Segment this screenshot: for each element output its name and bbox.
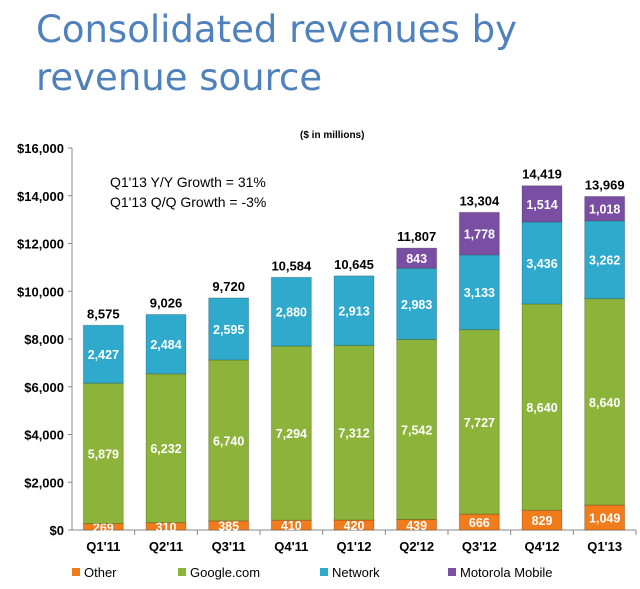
legend-label: Network xyxy=(332,565,380,580)
x-tick-label: Q1'11 xyxy=(86,539,120,554)
bar-motorola-mobile xyxy=(521,185,563,223)
bar-google-com xyxy=(270,345,312,521)
legend-swatch xyxy=(178,568,186,576)
data-label: 843 xyxy=(406,252,427,266)
data-label: 6,232 xyxy=(150,442,181,456)
data-label: 829 xyxy=(532,514,553,528)
data-label: 385 xyxy=(218,519,239,533)
x-tick-label: Q2'11 xyxy=(149,539,183,554)
legend-label: Google.com xyxy=(190,565,260,580)
data-label: 666 xyxy=(469,516,490,530)
data-label: 1,514 xyxy=(526,198,557,212)
y-tick-label: $14,000 xyxy=(17,189,64,204)
bar-motorola-mobile xyxy=(458,211,500,256)
legend-swatch xyxy=(320,568,328,576)
annotation-yoy: Q1'13 Y/Y Growth = 31% xyxy=(110,174,266,190)
data-label: 2,484 xyxy=(150,338,181,352)
data-label: 7,542 xyxy=(401,423,432,437)
data-label: 310 xyxy=(156,520,177,534)
total-label: 11,807 xyxy=(397,229,436,244)
data-label: 2,880 xyxy=(276,306,307,320)
bar-network xyxy=(396,267,438,340)
data-label: 8,640 xyxy=(589,396,620,410)
x-tick-label: Q1'13 xyxy=(587,539,622,554)
bar-network xyxy=(208,297,250,361)
y-tick-label: $4,000 xyxy=(24,428,64,443)
x-tick-label: Q1'12 xyxy=(337,539,372,554)
x-tick-label: Q3'12 xyxy=(462,539,497,554)
data-label: 7,312 xyxy=(338,427,369,441)
y-tick-label: $2,000 xyxy=(24,475,64,490)
y-tick-label: $6,000 xyxy=(24,380,64,395)
x-tick-label: Q4'11 xyxy=(274,539,308,554)
total-label: 14,419 xyxy=(522,167,562,182)
chart-title: Consolidated revenues by revenue source xyxy=(36,8,517,99)
bar-motorola-mobile xyxy=(584,195,626,222)
data-label: 7,294 xyxy=(276,427,307,441)
total-label: 13,304 xyxy=(459,193,500,208)
data-label: 420 xyxy=(344,519,365,533)
data-label: 3,133 xyxy=(464,286,495,300)
data-label: 269 xyxy=(93,521,114,535)
legend-label: Other xyxy=(84,565,117,580)
x-tick-label: Q4'12 xyxy=(525,539,560,554)
data-label: 2,595 xyxy=(213,323,244,337)
bar-motorola-mobile xyxy=(396,247,438,269)
bar-google-com xyxy=(145,373,187,524)
bar-google-com xyxy=(208,359,250,522)
bar-network xyxy=(333,275,375,346)
data-label: 3,262 xyxy=(589,254,620,268)
total-label: 8,575 xyxy=(87,306,120,321)
annotation-qoq: Q1'13 Q/Q Growth = -3% xyxy=(110,194,267,210)
legend-swatch xyxy=(448,568,456,576)
total-label: 10,645 xyxy=(334,257,374,272)
bar-network xyxy=(145,314,187,375)
data-label: 2,983 xyxy=(401,298,432,312)
bar-google-com xyxy=(584,298,626,506)
chart-subtitle: ($ in millions) xyxy=(300,130,365,141)
data-label: 2,913 xyxy=(338,305,369,319)
data-label: 1,018 xyxy=(589,203,620,217)
data-label: 7,727 xyxy=(464,416,495,430)
y-tick-label: $10,000 xyxy=(17,284,64,299)
x-tick-label: Q2'12 xyxy=(399,539,434,554)
bar-network xyxy=(458,254,500,331)
total-label: 13,969 xyxy=(585,177,625,192)
total-label: 9,026 xyxy=(150,296,183,311)
data-label: 1,049 xyxy=(589,511,620,525)
bar-google-com xyxy=(333,344,375,521)
y-tick-label: $8,000 xyxy=(24,332,64,347)
bar-google-com xyxy=(396,338,438,521)
bar-network xyxy=(521,221,563,305)
bar-network xyxy=(270,276,312,347)
bar-google-com xyxy=(521,303,563,511)
bar-other xyxy=(584,504,626,531)
data-label: 3,436 xyxy=(526,257,557,271)
data-label: 6,740 xyxy=(213,434,244,448)
data-label: 2,427 xyxy=(88,348,119,362)
x-tick-label: Q3'11 xyxy=(212,539,246,554)
total-label: 9,720 xyxy=(212,279,245,294)
legend-swatch xyxy=(72,568,80,576)
bar-network xyxy=(82,324,124,384)
y-tick-label: $16,000 xyxy=(17,141,64,156)
data-label: 8,640 xyxy=(526,401,557,415)
data-label: 410 xyxy=(281,519,302,533)
data-label: 5,879 xyxy=(88,447,119,461)
legend-label: Motorola Mobile xyxy=(460,565,553,580)
y-tick-label: $0 xyxy=(50,523,64,538)
y-tick-label: $12,000 xyxy=(17,237,64,252)
total-label: 10,584 xyxy=(271,258,312,273)
data-label: 439 xyxy=(406,519,427,533)
data-label: 1,778 xyxy=(464,228,495,242)
